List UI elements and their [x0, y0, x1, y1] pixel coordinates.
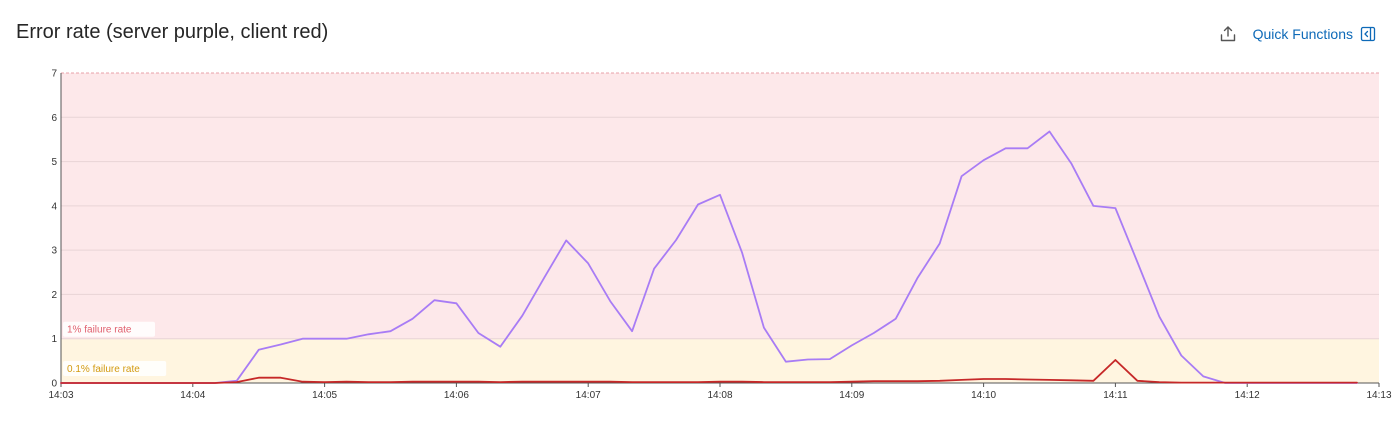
y-tick-label: 4: [51, 201, 57, 212]
quick-functions-button[interactable]: Quick Functions: [1253, 26, 1376, 42]
y-tick-label: 1: [51, 334, 57, 345]
x-tick-label: 14:05: [312, 390, 337, 401]
error-rate-chart: 0 1 2 3 4 5 6 7 14:03 14:04 14:05 14:06 14:07 14:08 14…: [48, 69, 1391, 402]
series-line-1: [60, 359, 1358, 384]
band-label-text: 0.1% failure rate: [67, 364, 140, 375]
x-tick-label: 14:13: [1366, 390, 1391, 401]
x-tick-label: 14:06: [444, 390, 469, 401]
x-tick-label: 14:04: [180, 390, 205, 401]
export-icon: [1220, 26, 1235, 42]
y-tick-label: 0: [51, 379, 57, 390]
band-label-0: 1% failure rate: [63, 321, 155, 337]
series-line-0: [60, 130, 1358, 384]
band-label-bg: [63, 321, 155, 337]
x-tick-label: 14:08: [707, 390, 732, 401]
y-tick-label: 6: [51, 113, 57, 124]
chart-actions: Quick Functions: [1217, 22, 1376, 46]
quick-functions-label: Quick Functions: [1252, 26, 1353, 42]
y-tick-label: 5: [51, 157, 57, 168]
y-tick-label: 7: [51, 69, 57, 80]
band-label-text: 1% failure rate: [67, 325, 132, 336]
chart-header: Error rate (server purple, client red) Q…: [0, 0, 1400, 66]
chart-title: Error rate (server purple, client red): [16, 21, 329, 43]
x-tick-label: 14:12: [1235, 390, 1260, 401]
chart-area: 0 1 2 3 4 5 6 7 14:03 14:04 14:05 14:06 14:07 14:08 14…: [0, 60, 1400, 438]
x-tick-label: 14:09: [839, 390, 864, 401]
x-tick-label: 14:11: [1103, 390, 1128, 401]
export-button[interactable]: [1217, 23, 1239, 45]
threshold-band-1: [61, 338, 1379, 383]
panel-collapse-icon: [1360, 26, 1376, 42]
x-tick-label: 14:03: [48, 390, 73, 401]
x-tick-label: 14:07: [576, 390, 601, 401]
band-label-bg: [63, 361, 167, 376]
y-tick-label: 2: [51, 290, 57, 301]
band-label-1: 0.1% failure rate: [63, 361, 167, 376]
x-tick-label: 14:10: [971, 390, 996, 401]
y-tick-label: 3: [51, 246, 57, 257]
